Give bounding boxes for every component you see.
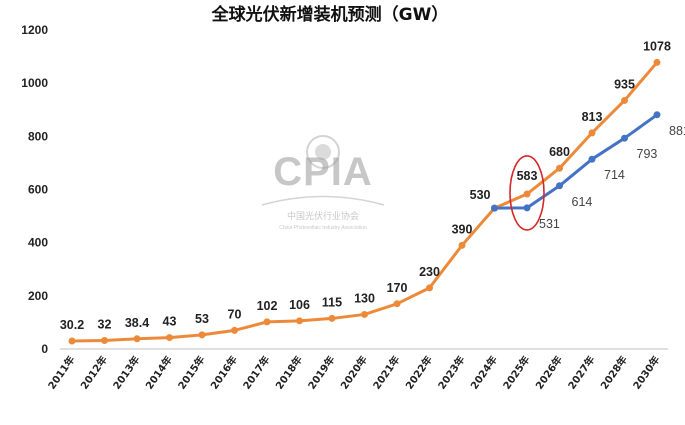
- series-0-label: 390: [452, 222, 473, 236]
- x-tick-label: 2030年: [630, 353, 662, 391]
- series-0-label: 230: [419, 265, 440, 279]
- series-0-point: [653, 58, 661, 66]
- series-0-label: 106: [289, 298, 310, 312]
- series-0-point: [621, 96, 628, 104]
- series-0-point: [426, 284, 433, 292]
- x-tick-label: 2025年: [500, 353, 532, 391]
- series-0-point: [101, 336, 108, 344]
- x-tick-label: 2011年: [45, 353, 77, 391]
- series-0-point: [556, 164, 563, 172]
- watermark-org-cn: 中国光伏行业协会: [287, 210, 359, 222]
- series-0-point: [231, 326, 238, 334]
- x-tick-label: 2019年: [305, 353, 337, 391]
- series-0-label: 1078: [643, 39, 671, 53]
- series-1-point: [653, 111, 661, 119]
- y-tick-label: 0: [41, 342, 48, 356]
- x-tick-label: 2012年: [78, 353, 110, 391]
- series-0-label: 53: [195, 312, 209, 326]
- x-tick-label: 2028年: [598, 353, 630, 391]
- y-tick-label: 200: [28, 289, 48, 303]
- series-1-point: [523, 204, 531, 212]
- series-0-point: [361, 310, 368, 318]
- series-0-label: 583: [517, 169, 538, 183]
- series-0-point: [588, 129, 596, 137]
- series-0-point: [328, 314, 336, 322]
- cpia-watermark: CPIA 中国光伏行业协会 China Photovoltaic Industr…: [261, 135, 385, 231]
- series-0-point: [263, 318, 271, 326]
- series-0-label: 102: [257, 299, 278, 313]
- series-1-point: [588, 155, 596, 163]
- series-0-label: 530: [470, 188, 491, 202]
- x-tick-label: 2027年: [565, 353, 597, 391]
- series-1-point: [621, 134, 628, 142]
- series-0-point: [458, 241, 466, 249]
- series-1-label: 881: [669, 124, 685, 138]
- series-0-point: [166, 334, 173, 342]
- series-0-label: 70: [228, 307, 242, 321]
- series-0-label: 38.4: [125, 316, 149, 330]
- series-0-label: 130: [354, 291, 375, 305]
- series-0-label: 813: [582, 110, 603, 124]
- x-tick-label: 2024年: [468, 353, 500, 391]
- y-tick-label: 600: [28, 183, 48, 197]
- series-0-point: [296, 317, 303, 325]
- series-0-label: 43: [163, 315, 177, 329]
- y-tick-label: 1200: [21, 23, 48, 37]
- plot-area: [68, 58, 661, 345]
- x-tick-label: 2022年: [403, 353, 435, 391]
- series-0-label: 935: [614, 77, 635, 91]
- chart-title: 全球光伏新增装机预测（GW）: [211, 4, 449, 25]
- series-1-label: 614: [572, 195, 593, 209]
- x-tick-label: 2014年: [143, 353, 175, 391]
- series-0-label: 115: [322, 295, 342, 309]
- x-tick-label: 2013年: [110, 353, 142, 391]
- series-0-label: 30.2: [60, 318, 84, 332]
- series-1-point: [556, 182, 563, 190]
- sun-logo-icon: [306, 135, 340, 169]
- x-tick-label: 2018年: [273, 353, 305, 391]
- series-0-label: 680: [549, 145, 570, 159]
- series-0-point: [198, 331, 206, 339]
- series-1-label: 531: [539, 217, 560, 231]
- series-1-label: 793: [637, 147, 658, 161]
- x-axis: 2011年 2012年 2013年 2014年 2015年 2016年 2017年 2018年…: [45, 353, 662, 391]
- series-1-point: [491, 204, 498, 212]
- x-tick-label: 2017年: [240, 353, 272, 391]
- y-tick-label: 1000: [21, 76, 48, 90]
- annotations: [509, 155, 545, 231]
- series-1-line: [494, 113, 658, 210]
- watermark-logo-text: CPIA: [273, 150, 373, 194]
- series-0-point: [133, 335, 141, 343]
- data-labels: 30.2 32 38.4 43 53 70 102 106 115 130 170 230 390 530…: [60, 39, 685, 332]
- x-tick-label: 2021年: [370, 353, 402, 391]
- series-0-label: 170: [387, 281, 408, 295]
- series-1-label: 714: [604, 168, 625, 182]
- y-tick-label: 800: [28, 129, 48, 143]
- x-tick-label: 2026年: [533, 353, 565, 391]
- series-0-point: [523, 190, 531, 198]
- highlight-ellipse: [509, 155, 545, 231]
- x-tick-label: 2023年: [435, 353, 467, 391]
- x-tick-label: 2016年: [208, 353, 240, 391]
- y-tick-label: 400: [28, 236, 48, 250]
- watermark-org-en: China Photovoltaic Industry Association: [279, 225, 367, 231]
- x-tick-label: 2015年: [175, 353, 207, 391]
- series-0-label: 32: [98, 317, 112, 331]
- x-tick-label: 2020年: [338, 353, 370, 391]
- series-0-point: [393, 300, 401, 308]
- y-axis: 0 200 400 600 800 1000 1200: [21, 23, 48, 356]
- series-0-point: [68, 337, 76, 345]
